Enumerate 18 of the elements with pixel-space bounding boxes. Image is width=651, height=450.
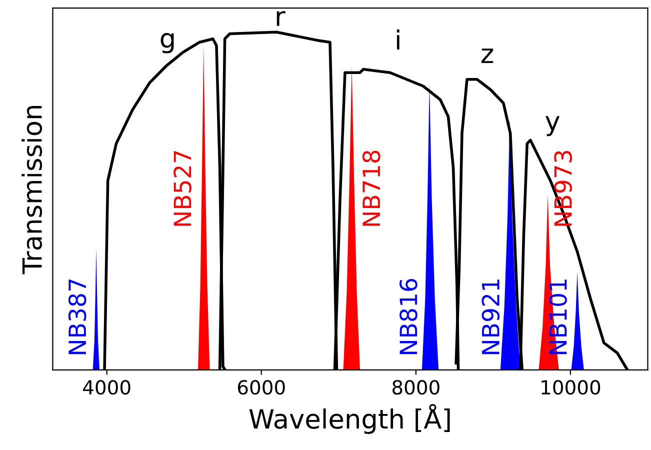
x-tick-label: 6000	[238, 380, 285, 395]
series-label: r	[276, 11, 286, 26]
y-axis-title: Transmission	[22, 106, 42, 274]
text: NB973	[554, 150, 572, 226]
x-tick-label: 4000	[83, 380, 130, 395]
series-label: g	[160, 33, 174, 54]
x-tick-label: 10000	[542, 380, 600, 395]
x-axis-title: Wavelength [Å]	[249, 404, 450, 434]
series-label: i	[396, 29, 400, 50]
text: NB387	[68, 279, 86, 354]
text: NB101	[549, 280, 567, 354]
text: NB718	[362, 150, 380, 226]
text: NB527	[174, 151, 192, 226]
x-tick-label: 8000	[392, 380, 440, 395]
text: NB921	[482, 280, 500, 354]
series-label: z	[482, 48, 494, 64]
series-label: y	[546, 116, 560, 136]
text: NB816	[400, 278, 418, 354]
